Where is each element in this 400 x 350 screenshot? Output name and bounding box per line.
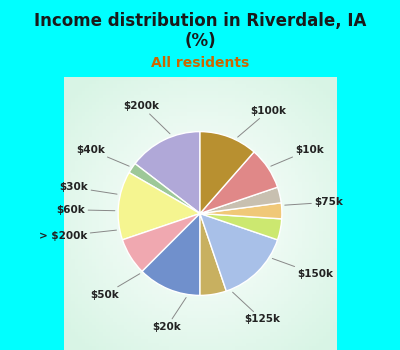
Text: Income distribution in Riverdale, IA
(%): Income distribution in Riverdale, IA (%) [34,12,366,50]
Wedge shape [200,132,254,214]
Wedge shape [122,214,200,271]
Text: $10k: $10k [271,145,324,166]
Text: $50k: $50k [90,274,140,300]
Text: $60k: $60k [57,205,115,215]
Wedge shape [118,173,200,240]
Wedge shape [142,214,200,295]
Wedge shape [200,187,281,214]
Wedge shape [200,152,278,214]
Wedge shape [135,132,200,214]
Wedge shape [200,214,282,240]
Text: All residents: All residents [151,56,249,70]
Wedge shape [129,164,200,214]
Text: $75k: $75k [285,197,343,207]
Text: $125k: $125k [232,292,280,324]
Text: $30k: $30k [60,182,117,194]
Wedge shape [200,214,226,295]
Text: $40k: $40k [76,145,129,166]
Wedge shape [200,214,278,291]
Text: $100k: $100k [238,106,287,137]
Text: $200k: $200k [124,101,170,134]
Text: > $200k: > $200k [39,230,116,241]
Text: $20k: $20k [152,298,186,332]
Wedge shape [200,203,282,219]
Text: $150k: $150k [272,259,333,279]
